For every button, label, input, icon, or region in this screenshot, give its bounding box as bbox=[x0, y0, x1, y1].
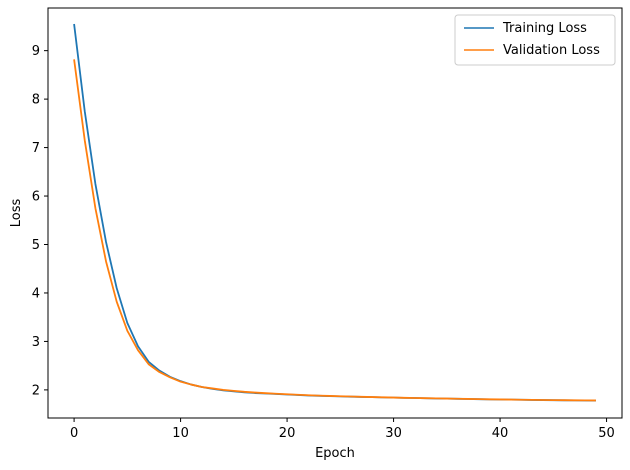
legend-label-validation-loss: Validation Loss bbox=[503, 43, 600, 58]
x-tick-label: 30 bbox=[385, 426, 402, 441]
axes-background bbox=[48, 8, 622, 418]
x-tick-label: 50 bbox=[598, 426, 615, 441]
y-axis-label: Loss bbox=[9, 199, 24, 228]
series-layer bbox=[73, 23, 596, 402]
legend: Training Loss Validation Loss bbox=[454, 14, 616, 66]
x-tick-label: 20 bbox=[279, 426, 296, 441]
y-tick-label: 6 bbox=[32, 190, 40, 205]
x-axis-label: Epoch bbox=[315, 446, 355, 461]
y-axis: 2 3 4 5 6 7 8 9 bbox=[32, 44, 48, 398]
y-tick-label: 4 bbox=[32, 286, 40, 301]
x-tick-label: 0 bbox=[70, 426, 78, 441]
y-tick-label: 2 bbox=[32, 383, 40, 398]
y-tick-label: 9 bbox=[32, 44, 40, 59]
y-tick-label: 7 bbox=[32, 141, 40, 156]
legend-label-training-loss: Training Loss bbox=[502, 21, 587, 36]
y-tick-label: 3 bbox=[32, 335, 40, 350]
x-tick-label: 10 bbox=[172, 426, 189, 441]
axes-frame bbox=[47, 7, 623, 419]
legend-box bbox=[454, 14, 616, 66]
x-tick-label: 40 bbox=[492, 426, 509, 441]
x-axis: 0 10 20 30 40 50 bbox=[70, 418, 615, 441]
y-tick-label: 5 bbox=[32, 238, 40, 253]
y-tick-label: 8 bbox=[32, 93, 40, 108]
plot-area bbox=[47, 7, 623, 419]
series-line-validation-loss bbox=[73, 59, 596, 402]
